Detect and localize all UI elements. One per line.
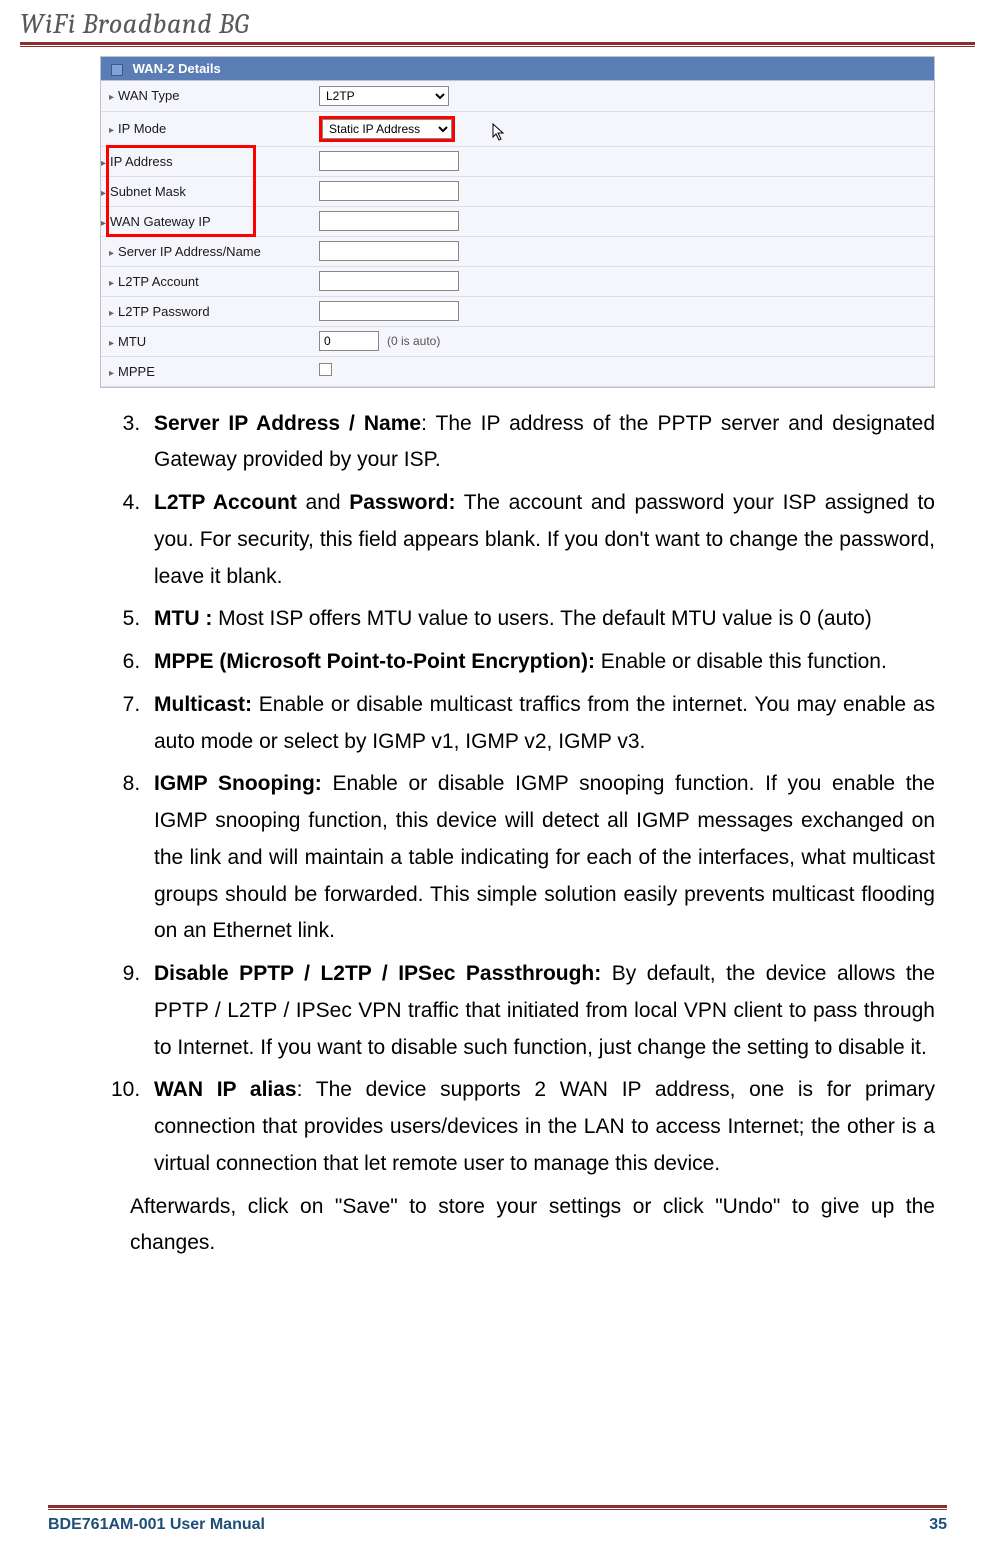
config-table: ▸WAN TypeL2TP▸IP ModeStatic IP Address▸I…: [101, 81, 934, 387]
list-item: Multicast: Enable or disable multicast t…: [146, 687, 935, 761]
field-value-cell: [311, 236, 934, 266]
field-value-cell: [311, 356, 934, 386]
table-row: ▸Subnet Mask: [101, 176, 934, 206]
input-l2tp-account[interactable]: [319, 271, 459, 291]
page-footer: BDE761AM-001 User Manual 35: [0, 1505, 995, 1534]
footer-left: BDE761AM-001 User Manual: [48, 1516, 265, 1534]
field-value-cell: (0 is auto): [311, 326, 934, 356]
select-ip-mode[interactable]: Static IP Address: [322, 119, 452, 139]
footer-rule: [48, 1505, 947, 1510]
field-value-cell: L2TP: [311, 81, 934, 111]
field-value-cell: [311, 266, 934, 296]
field-label: ▸WAN Type: [101, 81, 311, 111]
list-item: MPPE (Microsoft Point-to-Point Encryptio…: [146, 644, 935, 681]
list-item: Disable PPTP / L2TP / IPSec Passthrough:…: [146, 956, 935, 1066]
list-item: Server IP Address / Name: The IP address…: [146, 406, 935, 480]
input-mtu[interactable]: [319, 331, 379, 351]
field-value-cell: [311, 146, 934, 176]
list-item: IGMP Snooping: Enable or disable IGMP sn…: [146, 766, 935, 950]
panel-title: WAN-2 Details: [133, 61, 221, 76]
field-value-cell: [311, 176, 934, 206]
window-icon: [111, 64, 123, 76]
field-label: ▸IP Mode: [101, 111, 311, 146]
field-label: ▸MTU: [101, 326, 311, 356]
table-row: ▸IP Address: [101, 146, 934, 176]
input-subnet-mask[interactable]: [319, 181, 459, 201]
list-item: MTU : Most ISP offers MTU value to users…: [146, 601, 935, 638]
page-number: 35: [929, 1516, 947, 1534]
input-ip-address[interactable]: [319, 151, 459, 171]
list-item: WAN IP alias: The device supports 2 WAN …: [146, 1072, 935, 1182]
table-row: ▸Server IP Address/Name: [101, 236, 934, 266]
panel-header: WAN-2 Details: [101, 57, 934, 81]
input-wan-gateway-ip[interactable]: [319, 211, 459, 231]
field-value-cell: [311, 296, 934, 326]
page-header: WiFi Broadband BG: [0, 0, 995, 57]
instruction-text: Server IP Address / Name: The IP address…: [100, 406, 935, 1263]
closing-note: Afterwards, click on "Save" to store you…: [130, 1189, 935, 1263]
field-value-cell: [311, 206, 934, 236]
doc-title: WiFi Broadband BG: [20, 8, 975, 40]
table-row: ▸L2TP Account: [101, 266, 934, 296]
header-rule: [20, 42, 975, 47]
input-note: (0 is auto): [387, 334, 440, 348]
field-label: ▸IP Address: [101, 146, 311, 176]
table-row: ▸MTU (0 is auto): [101, 326, 934, 356]
field-value-cell: Static IP Address: [311, 111, 934, 146]
content-area: WAN-2 Details ▸WAN Type L2TP ▸IP Mode Stati…: [0, 56, 995, 1262]
select-wan-type[interactable]: L2TP: [319, 86, 449, 106]
field-label: ▸L2TP Password: [101, 296, 311, 326]
instruction-list: Server IP Address / Name: The IP address…: [100, 406, 935, 1183]
list-item: L2TP Account and Password: The account a…: [146, 485, 935, 595]
field-label: ▸L2TP Account: [101, 266, 311, 296]
field-label: ▸MPPE: [101, 356, 311, 386]
field-label: ▸WAN Gateway IP: [101, 206, 311, 236]
checkbox-mppe[interactable]: [319, 363, 332, 376]
field-label: ▸Server IP Address/Name: [101, 236, 311, 266]
config-screenshot: WAN-2 Details ▸WAN Type L2TP ▸IP Mode Stati…: [100, 56, 935, 388]
table-row: ▸L2TP Password: [101, 296, 934, 326]
highlight-box: Static IP Address: [319, 116, 455, 142]
input-server-ip-address-name[interactable]: [319, 241, 459, 261]
table-row: ▸MPPE: [101, 356, 934, 386]
field-label: ▸Subnet Mask: [101, 176, 311, 206]
table-row: ▸WAN Type L2TP: [101, 81, 934, 111]
table-row: ▸IP Mode Static IP Address: [101, 111, 934, 146]
input-l2tp-password[interactable]: [319, 301, 459, 321]
table-row: ▸WAN Gateway IP: [101, 206, 934, 236]
